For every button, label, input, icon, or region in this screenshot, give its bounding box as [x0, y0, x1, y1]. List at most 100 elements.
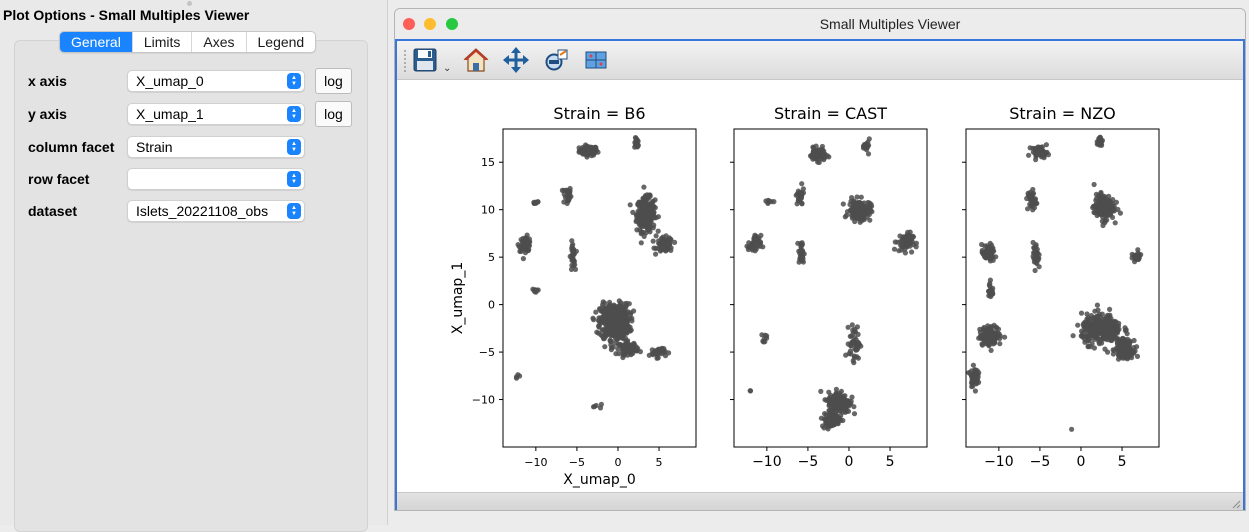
- tab-legend[interactable]: Legend: [245, 32, 316, 52]
- x-axis-label: x axis: [28, 73, 67, 89]
- scatter-point: [515, 372, 521, 378]
- scatter-point: [970, 362, 977, 368]
- column-facet-value: Strain: [136, 139, 173, 155]
- facet-panel: Strain = NZO −10 −5 0 5: [962, 104, 1160, 470]
- y-tick-label: 0: [488, 299, 495, 312]
- scatter-point: [1110, 206, 1116, 212]
- scatter-point: [590, 315, 596, 321]
- scatter-point: [848, 343, 854, 349]
- scatter-point: [817, 147, 823, 153]
- scatter-point: [1035, 148, 1041, 154]
- scatter-point: [795, 198, 801, 204]
- facet-title: Strain = NZO: [1009, 104, 1116, 123]
- scatter-point: [1079, 328, 1085, 334]
- x-tick-label: 5: [1118, 454, 1127, 470]
- scatter-point: [1069, 426, 1075, 432]
- column-facet-label: column facet: [28, 139, 115, 155]
- scatter-point: [897, 233, 903, 239]
- x-axis-select[interactable]: X_umap_0 ▲ ▼: [127, 70, 305, 92]
- window-title: Small Multiples Viewer: [819, 16, 961, 32]
- scatter-point: [1094, 302, 1100, 308]
- y-tick-label: 10: [481, 204, 495, 217]
- scatter-point: [855, 216, 862, 222]
- chevron-updown-icon: ▲ ▼: [287, 139, 301, 155]
- scatter-point: [672, 239, 678, 245]
- options-tabbar: General Limits Axes Legend: [59, 31, 317, 53]
- scatter-point: [629, 315, 635, 321]
- dataset-select[interactable]: Islets_20221108_obs ▲ ▼: [127, 200, 305, 222]
- scatter-point: [824, 397, 830, 403]
- scatter-point: [1091, 181, 1097, 188]
- scatter-point: [1135, 247, 1141, 253]
- subplots-config-icon[interactable]: [583, 47, 609, 73]
- tab-limits[interactable]: Limits: [131, 32, 192, 52]
- scatter-point: [1032, 196, 1038, 202]
- scatter-point: [520, 256, 526, 262]
- x-tick-label: 5: [656, 456, 663, 469]
- y-log-button[interactable]: log: [315, 101, 352, 127]
- scatter-point: [845, 324, 851, 330]
- x-tick-label: 0: [845, 454, 854, 470]
- zoom-window-button[interactable]: [446, 18, 458, 30]
- scatter-point: [993, 324, 1000, 330]
- panel-splitter[interactable]: [387, 0, 388, 525]
- scatter-point: [1112, 321, 1118, 327]
- scatter-point: [972, 388, 979, 394]
- scatter-point: [634, 227, 640, 233]
- plot-canvas[interactable]: Strain = B6 −10 −5 0 5 −10 −5 0 5 10 15 Strain = CA…: [397, 80, 1243, 492]
- tab-general[interactable]: General: [60, 32, 132, 52]
- scatter-point: [585, 144, 591, 150]
- close-window-button[interactable]: [403, 18, 415, 30]
- resize-handle-icon[interactable]: [1231, 499, 1241, 509]
- small-multiples-scatter-plot: Strain = B6 −10 −5 0 5 −10 −5 0 5 10 15 Strain = CA…: [450, 104, 1160, 488]
- scatter-point: [525, 247, 531, 254]
- scatter-point: [864, 141, 870, 147]
- chevron-updown-icon: ▲ ▼: [287, 171, 301, 187]
- row-facet-select[interactable]: ▲ ▼: [127, 168, 305, 190]
- y-axis-title: X_umap_1: [450, 262, 466, 334]
- minimize-window-button[interactable]: [424, 18, 436, 30]
- scatter-point: [1078, 333, 1084, 339]
- scatter-point: [752, 248, 758, 254]
- scatter-point: [1093, 201, 1100, 207]
- scatter-point: [866, 136, 872, 142]
- home-icon[interactable]: [463, 47, 489, 73]
- scatter-point: [653, 349, 659, 355]
- scatter-point: [830, 422, 836, 428]
- scatter-point: [570, 248, 577, 254]
- zoom-icon[interactable]: [543, 47, 569, 73]
- scatter-point: [1034, 250, 1040, 256]
- dataset-label: dataset: [28, 203, 78, 219]
- scatter-point: [519, 239, 526, 245]
- column-facet-select[interactable]: Strain ▲ ▼: [127, 136, 305, 158]
- save-dropdown-chevron-icon[interactable]: ⌄: [443, 63, 452, 74]
- scatter-point: [853, 200, 860, 206]
- scatter-point: [643, 218, 649, 224]
- x-tick-label: −5: [798, 454, 819, 470]
- column-facet-row: column facet Strain ▲ ▼: [28, 136, 368, 158]
- scatter-point: [639, 224, 645, 230]
- pan-move-icon[interactable]: [503, 47, 529, 73]
- scatter-point: [908, 234, 914, 241]
- scatter-point: [847, 201, 853, 208]
- scatter-point: [799, 253, 805, 259]
- scatter-point: [614, 337, 620, 343]
- window-titlebar[interactable]: Small Multiples Viewer: [395, 9, 1245, 39]
- scatter-point: [655, 228, 661, 234]
- tab-axes[interactable]: Axes: [191, 32, 245, 52]
- scatter-point: [974, 373, 980, 379]
- scatter-point: [986, 254, 992, 260]
- scatter-point: [627, 202, 633, 208]
- save-icon[interactable]: [412, 47, 438, 73]
- scatter-point: [815, 153, 821, 159]
- y-axis-select[interactable]: X_umap_1 ▲ ▼: [127, 103, 305, 125]
- scatter-point: [1115, 351, 1121, 357]
- resize-grip[interactable]: [187, 1, 192, 6]
- scatter-point: [979, 241, 985, 248]
- x-log-button[interactable]: log: [315, 68, 352, 94]
- scatter-point: [1126, 340, 1132, 346]
- scatter-point: [600, 319, 606, 325]
- scatter-point: [1078, 310, 1085, 316]
- scatter-point: [799, 192, 805, 198]
- scatter-point: [656, 238, 662, 244]
